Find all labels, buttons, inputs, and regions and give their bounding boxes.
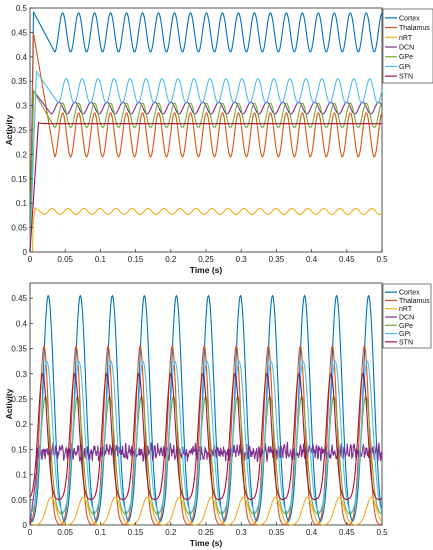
legend-label-cortex: Cortex [399, 15, 420, 22]
legend-label-stn: STN [399, 74, 413, 81]
legend-label-gpe: GPe [399, 54, 413, 61]
x-tick-label: 0.35 [269, 255, 285, 264]
x-tick-label: 0.25 [198, 255, 214, 264]
x-tick-label: 0.4 [306, 255, 318, 264]
y-tick-label: 0.5 [16, 4, 28, 13]
x-axis-label: Time (s) [190, 265, 223, 275]
x-tick-label: 0.15 [128, 255, 144, 264]
series-line-nrt [30, 207, 383, 253]
y-tick-label: 0.25 [11, 126, 27, 135]
legend-label-gpi: GPi [399, 64, 411, 71]
legend-label-gpi: GPi [399, 331, 411, 338]
x-tick-label: 0 [28, 528, 33, 537]
x-tick-label: 0.5 [376, 255, 388, 264]
y-axis-label: Activity [4, 388, 14, 419]
series-line-gpi [29, 360, 383, 514]
legend-label-dcn: DCN [399, 315, 414, 322]
y-tick-label: 0.1 [16, 471, 28, 480]
y-tick-label: 0.2 [16, 150, 28, 159]
x-tick-label: 0.05 [57, 255, 73, 264]
y-tick-label: 0.15 [11, 445, 27, 454]
series-line-dcn [29, 441, 383, 525]
series-line-stn [29, 372, 383, 501]
x-tick-label: 0.45 [339, 528, 355, 537]
legend: Cortex Thalamus nRT DCN GPe GPi STN [382, 8, 433, 84]
x-tick-label: 0 [28, 255, 33, 264]
x-tick-label: 0.25 [198, 528, 214, 537]
y-tick-label: 0.45 [11, 28, 27, 37]
series-line-thalamus [29, 33, 383, 253]
series-line-stn [29, 121, 382, 253]
y-tick-label: 0.2 [16, 420, 28, 429]
x-tick-label: 0.15 [128, 528, 144, 537]
y-tick-label: 0.1 [16, 199, 28, 208]
series-line-cortex [29, 11, 383, 253]
chart-top: 0 0.05 0.1 0.15 0.2 0.25 0.3 0.35 0.4 0.45 0.5 0 0.0… [4, 4, 433, 275]
y-tick-label: 0.25 [11, 395, 27, 404]
legend-label-cortex: Cortex [399, 290, 420, 297]
x-tick-label: 0.5 [376, 528, 388, 537]
x-tick-label: 0.2 [165, 528, 177, 537]
y-tick-label: 0.35 [11, 77, 27, 86]
x-tick-label: 0.45 [339, 255, 355, 264]
x-tick-label: 0.35 [269, 528, 285, 537]
legend-label-thalamus: Thalamus [399, 25, 430, 32]
legend-label-nrt: nRT [399, 35, 413, 42]
y-tick-label: 0 [23, 521, 28, 530]
series-line-cortex [29, 294, 383, 523]
y-tick-label: 0.15 [11, 175, 27, 184]
y-tick-label: 0.4 [16, 53, 28, 62]
plot-area [29, 7, 383, 253]
series-line-dcn [29, 89, 383, 253]
y-tick-label: 0.4 [16, 319, 28, 328]
y-tick-label: 0.35 [11, 345, 27, 354]
x-axis-label: Time (s) [190, 538, 223, 548]
x-tick-label: 0.3 [236, 255, 248, 264]
y-tick-label: 0.45 [11, 294, 27, 303]
chart-bottom: 0 0.05 0.1 0.15 0.2 0.25 0.3 0.35 0.4 0.45 0.5 0 0.0… [4, 282, 432, 548]
series-line-gpi [29, 70, 383, 253]
y-tick-label: 0.05 [11, 224, 27, 233]
legend-label-nrt: nRT [399, 306, 413, 313]
legend-label-dcn: DCN [399, 45, 414, 52]
y-tick-label: 0.3 [16, 370, 28, 379]
x-tick-label: 0.1 [95, 528, 107, 537]
y-tick-label: 0.3 [16, 102, 28, 111]
y-tick-label: 0 [23, 248, 28, 257]
x-tick-label: 0.4 [306, 528, 318, 537]
legend-label-thalamus: Thalamus [399, 298, 430, 305]
x-tick-label: 0.2 [165, 255, 177, 264]
legend-label-stn: STN [399, 339, 413, 346]
y-tick-label: 0.05 [11, 496, 27, 505]
legend-box [382, 8, 433, 84]
x-tick-label: 0.1 [95, 255, 107, 264]
y-axis-label: Activity [4, 114, 14, 145]
x-tick-label: 0.05 [57, 528, 73, 537]
legend-label-gpe: GPe [399, 323, 413, 330]
x-tick-label: 0.3 [236, 528, 248, 537]
series-line-nrt [29, 496, 383, 526]
legend-box [382, 283, 432, 349]
